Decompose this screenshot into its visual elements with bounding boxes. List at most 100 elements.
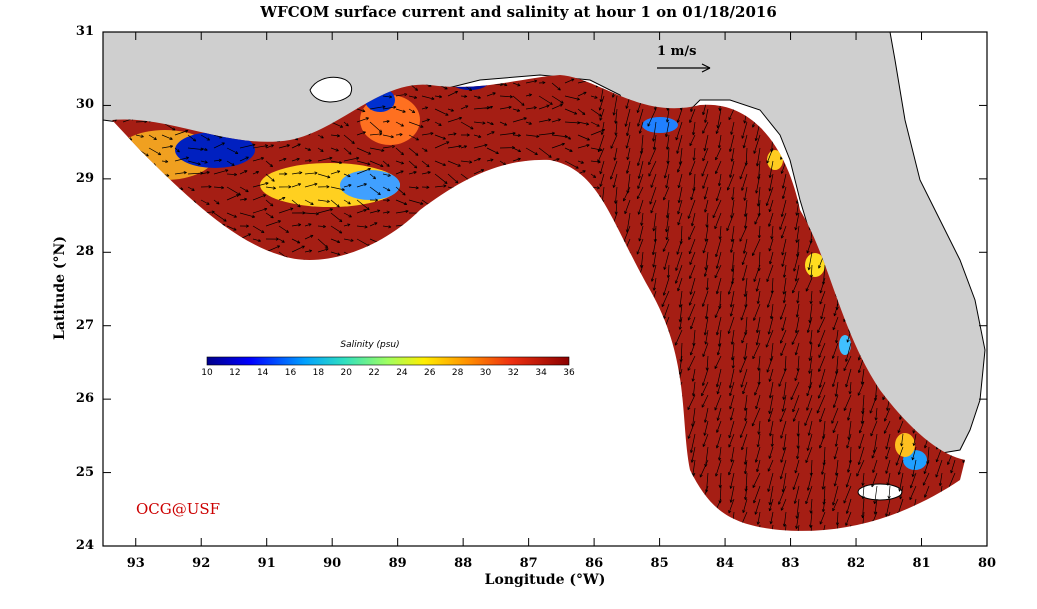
current-vector [779,303,787,320]
current-vector [714,264,722,279]
current-vector [356,167,371,175]
current-vector [779,459,787,480]
current-vector [817,381,826,399]
current-vector [625,134,631,149]
current-vector [729,290,735,308]
current-vector [421,160,430,168]
current-vector [768,199,774,213]
current-vector [486,121,494,126]
current-vector [755,147,761,167]
current-vector [753,134,761,154]
current-vector [612,173,618,188]
current-vector [857,381,865,396]
current-vector [330,147,339,152]
current-vector [730,147,735,162]
current-vector [651,121,657,142]
current-vector [239,143,256,149]
current-vector [687,355,696,371]
current-vector [614,121,618,136]
current-vector [473,143,488,149]
current-vector [831,368,839,388]
current-vector [795,511,800,529]
current-vector [304,234,314,240]
current-vector [699,459,709,478]
current-vector [794,316,800,334]
current-vector [278,172,288,176]
current-vector [861,485,865,500]
current-vector [831,407,839,424]
current-vector [652,277,657,291]
current-vector [200,134,211,141]
current-vector [740,368,748,388]
current-vector [265,237,279,241]
current-vector [662,186,670,201]
current-vector [909,472,917,489]
current-vector [148,147,162,156]
current-vector [161,144,174,149]
current-vector [525,147,538,156]
current-vector [780,446,787,463]
current-vector [767,472,774,492]
current-vector [525,121,532,125]
x-tick-label: 81 [912,556,931,571]
current-vector [782,277,787,295]
current-vector [447,116,463,123]
current-vector [239,186,249,193]
current-vector [900,433,904,447]
current-vector [677,199,683,215]
current-vector [740,303,748,321]
current-vector [793,251,800,272]
current-vector [805,446,813,464]
colorbar-tick-label: 18 [312,368,325,378]
current-vector [804,407,813,426]
current-vector [408,95,418,99]
current-vector [551,95,564,104]
colorbar-tick-label: 24 [396,368,408,378]
current-vector [795,303,800,318]
current-vector [741,264,748,282]
current-vector [726,212,735,232]
current-vector [499,105,512,110]
current-vector [716,407,722,421]
current-vector [538,95,553,105]
current-vector [767,459,774,472]
current-vector [715,160,722,175]
current-vector [674,264,683,284]
current-vector [343,121,349,127]
current-vector [727,459,735,476]
current-vector [688,290,696,306]
current-vector [486,92,496,97]
current-vector [369,198,379,202]
current-vector [819,511,826,525]
current-vector [716,420,722,433]
current-vector [817,316,826,333]
current-vector [369,186,381,196]
current-vector [715,121,722,134]
current-vector [538,81,546,85]
current-vector [447,132,457,136]
current-vector [715,238,722,258]
colorbar-tick-label: 22 [368,368,380,378]
current-vector [408,108,416,114]
current-vector [343,173,351,178]
credit-label: OCG@USF [136,500,221,518]
current-vector [781,316,787,332]
current-vector [421,95,435,101]
current-vector [743,485,748,500]
current-vector [780,342,787,357]
current-vector [807,420,813,436]
current-vector [252,238,262,243]
current-vector [741,121,748,139]
current-vector [835,511,840,526]
current-vector [343,184,352,188]
current-vector [715,186,722,202]
current-vector [690,212,696,227]
current-vector [525,93,533,97]
current-vector [715,277,722,295]
current-vector [525,106,537,110]
current-vector [610,134,618,149]
current-vector [512,108,521,112]
current-vector [873,485,878,505]
current-vector [408,186,419,190]
current-vector [687,420,696,439]
